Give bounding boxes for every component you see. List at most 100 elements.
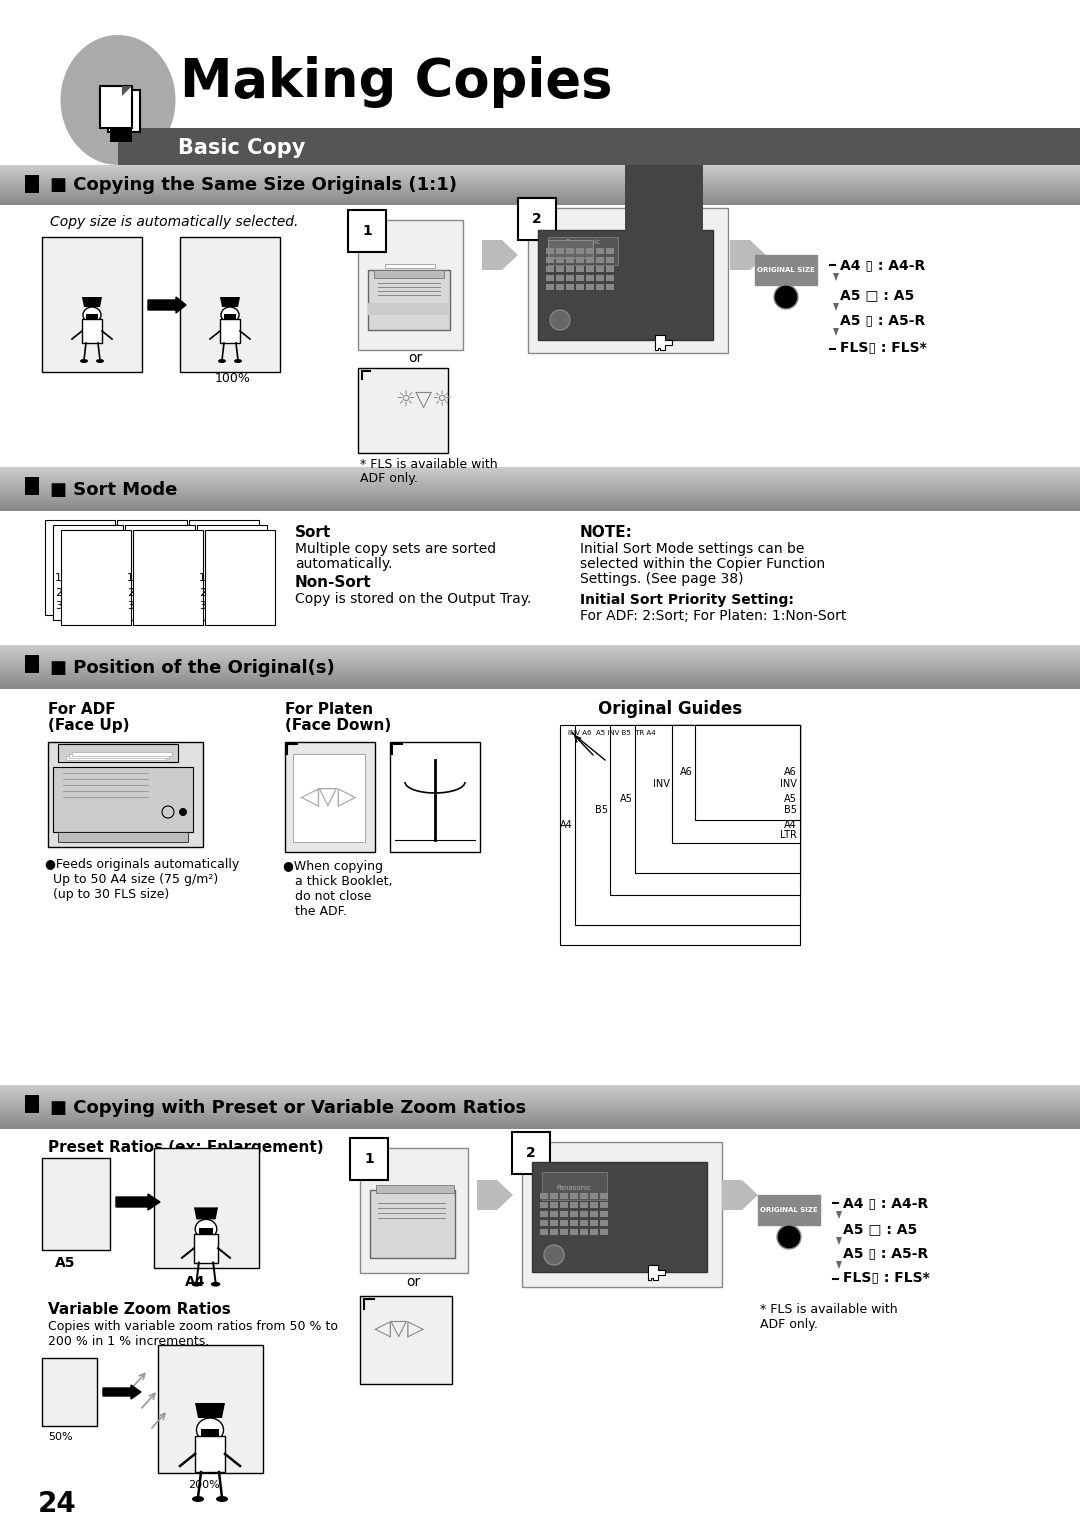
Text: Settings. (See page 38): Settings. (See page 38) <box>580 571 743 587</box>
Bar <box>575 724 800 924</box>
Bar <box>570 1212 578 1216</box>
Ellipse shape <box>96 359 104 364</box>
Bar <box>293 753 365 842</box>
Bar <box>625 165 703 264</box>
Bar <box>189 520 259 614</box>
Circle shape <box>550 310 570 330</box>
Text: Preset Ratios (ex: Enlargement): Preset Ratios (ex: Enlargement) <box>48 1140 324 1155</box>
Bar <box>86 313 98 319</box>
Bar <box>590 1229 598 1235</box>
Bar <box>596 248 604 254</box>
Ellipse shape <box>218 359 226 364</box>
Bar <box>576 257 584 263</box>
Bar <box>108 90 140 131</box>
Bar <box>360 1296 453 1384</box>
Bar <box>758 1195 820 1225</box>
Bar <box>220 319 240 342</box>
Bar <box>600 1219 608 1225</box>
Polygon shape <box>482 240 518 270</box>
Bar <box>580 1212 588 1216</box>
Text: INV A6  A5 INV B5  TR A4: INV A6 A5 INV B5 TR A4 <box>568 730 656 736</box>
Text: (Face Up): (Face Up) <box>48 718 130 733</box>
Text: 3: 3 <box>199 601 206 611</box>
Text: 3: 3 <box>127 601 134 611</box>
Polygon shape <box>220 296 240 307</box>
Text: automatically.: automatically. <box>295 558 392 571</box>
Bar <box>118 128 1080 167</box>
Text: ORIGINAL SIZE: ORIGINAL SIZE <box>757 267 815 274</box>
Bar <box>606 248 615 254</box>
Bar <box>548 240 593 258</box>
Text: Making Copies: Making Copies <box>180 57 612 108</box>
Ellipse shape <box>60 35 175 165</box>
Text: selected within the Copier Function: selected within the Copier Function <box>580 558 825 571</box>
Polygon shape <box>730 240 766 270</box>
Text: ●When copying: ●When copying <box>283 860 383 872</box>
Text: 1: 1 <box>362 225 372 238</box>
Bar <box>590 1203 598 1209</box>
Text: Sort: Sort <box>295 526 332 539</box>
Bar <box>580 1203 588 1209</box>
Polygon shape <box>477 1180 513 1210</box>
Text: A5: A5 <box>55 1256 76 1270</box>
Polygon shape <box>723 1180 758 1210</box>
Bar <box>586 257 594 263</box>
Bar <box>566 248 573 254</box>
Ellipse shape <box>211 1282 220 1287</box>
Bar <box>384 264 435 267</box>
Ellipse shape <box>221 307 239 322</box>
Text: For ADF: 2:Sort; For Platen: 1:Non-Sort: For ADF: 2:Sort; For Platen: 1:Non-Sort <box>580 610 847 623</box>
Text: Panasonic: Panasonic <box>556 1186 592 1190</box>
Text: FLS▯ : FLS*: FLS▯ : FLS* <box>840 341 927 354</box>
Polygon shape <box>836 1212 842 1219</box>
Text: For Platen: For Platen <box>285 701 373 717</box>
Text: 3: 3 <box>55 601 62 611</box>
Bar <box>566 284 573 290</box>
Text: * FLS is available with: * FLS is available with <box>360 458 498 471</box>
Bar <box>368 270 450 330</box>
Text: ORIGINAL SIZE: ORIGINAL SIZE <box>760 1207 818 1213</box>
Bar <box>53 767 193 833</box>
Polygon shape <box>833 329 839 336</box>
Bar <box>540 1203 548 1209</box>
Bar <box>570 1193 578 1199</box>
Bar <box>117 520 187 614</box>
Bar <box>224 313 237 319</box>
Text: the ADF.: the ADF. <box>295 905 347 918</box>
Bar <box>580 1229 588 1235</box>
Bar <box>546 266 554 272</box>
Bar <box>60 530 131 625</box>
Polygon shape <box>833 274 839 281</box>
Bar <box>538 231 713 341</box>
Bar <box>590 1212 598 1216</box>
Text: ◁▽▷: ◁▽▷ <box>300 785 357 808</box>
Polygon shape <box>82 296 102 307</box>
Bar <box>566 275 573 281</box>
Bar <box>540 1219 548 1225</box>
Bar <box>596 266 604 272</box>
Bar <box>600 1203 608 1209</box>
Bar <box>199 1229 213 1233</box>
Text: 2: 2 <box>526 1146 536 1160</box>
FancyArrow shape <box>116 1193 160 1210</box>
Bar <box>48 743 203 847</box>
Text: LTR: LTR <box>780 830 797 840</box>
Bar <box>755 255 816 286</box>
Bar <box>100 86 132 128</box>
Text: NOTE:: NOTE: <box>580 526 633 539</box>
Text: or: or <box>406 1274 420 1290</box>
Bar <box>596 257 604 263</box>
Bar <box>590 1193 598 1199</box>
Ellipse shape <box>80 359 87 364</box>
Bar <box>580 1219 588 1225</box>
Bar <box>561 724 800 944</box>
Text: A4 ▯ : A4-R: A4 ▯ : A4-R <box>840 258 926 272</box>
Bar <box>540 1193 548 1199</box>
Bar <box>368 303 450 315</box>
Text: 1: 1 <box>127 573 134 584</box>
Text: ■ Copying the Same Size Originals (1:1): ■ Copying the Same Size Originals (1:1) <box>50 176 457 194</box>
Bar <box>66 756 166 759</box>
Text: 2: 2 <box>55 588 63 597</box>
Bar <box>45 520 114 614</box>
Text: Original Guides: Original Guides <box>598 700 742 718</box>
